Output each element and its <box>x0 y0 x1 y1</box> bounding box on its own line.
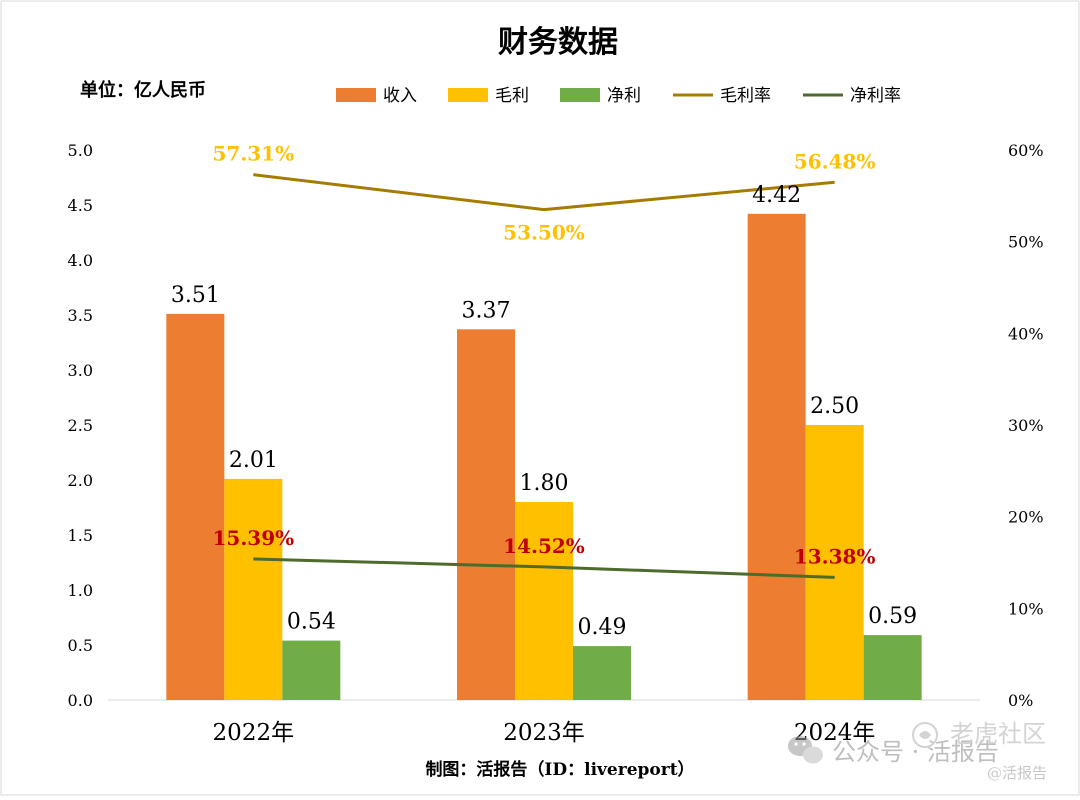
bar-value-label: 3.51 <box>171 283 220 308</box>
bar-净利-2022年 <box>282 640 341 700</box>
y-right-tick-label: 0% <box>1008 691 1033 710</box>
y-left-tick-label: 2.5 <box>68 416 93 435</box>
bar-收入-2022年 <box>166 313 225 700</box>
y-left-tick-label: 3.5 <box>68 306 93 325</box>
y-right-tick-label: 10% <box>1008 599 1044 618</box>
bar-value-label: 0.49 <box>578 615 627 640</box>
watermark-brand: 老虎社区 <box>950 720 1046 748</box>
bar-毛利-2024年 <box>805 425 864 700</box>
bar-收入-2023年 <box>457 329 515 700</box>
watermark-handle: @活报告 <box>987 764 1047 782</box>
bar-净利-2023年 <box>573 646 631 700</box>
line-value-label: 57.31% <box>213 142 295 166</box>
y-right-tick-label: 60% <box>1008 141 1044 160</box>
bar-value-label: 2.50 <box>810 394 859 419</box>
y-left-tick-label: 0.5 <box>68 636 93 655</box>
line-series-毛利率 <box>253 173 835 212</box>
y-right-tick-label: 50% <box>1008 233 1044 252</box>
y-left-tick-label: 1.0 <box>68 581 93 600</box>
legend-label-net-profit: 净利 <box>607 86 641 106</box>
bar-value-label: 0.59 <box>868 604 917 629</box>
chart-title: 财务数据 <box>498 25 618 60</box>
x-tick-label: 2022年 <box>213 720 295 746</box>
bar-value-label: 1.80 <box>520 471 569 496</box>
bar-value-label: 2.01 <box>229 448 278 473</box>
y-left-tick-label: 0.0 <box>68 691 93 710</box>
y-left-tick-label: 1.5 <box>68 526 93 545</box>
bar-毛利-2022年 <box>224 478 283 700</box>
y-left-tick-label: 4.5 <box>68 196 93 215</box>
bar-value-label: 3.37 <box>462 298 511 323</box>
y-right-tick-label: 30% <box>1008 416 1044 435</box>
wechat-icon <box>788 736 823 764</box>
bar-净利-2024年 <box>863 635 922 700</box>
y-left-tick-label: 5.0 <box>68 141 93 160</box>
x-tick-label: 2023年 <box>503 720 585 746</box>
line-value-label: 13.38% <box>794 544 876 568</box>
y-axis-right: 0% 10% 20% 30% 40% 50% 60% <box>1008 141 1044 710</box>
legend-label-net-margin: 净利率 <box>850 86 901 106</box>
y-right-tick-label: 40% <box>1008 324 1044 343</box>
y-axis-left: 0.0 0.5 1.0 1.5 2.0 2.5 3.0 3.5 4.0 4.5 5.0 <box>68 141 93 710</box>
y-left-tick-label: 2.0 <box>68 471 93 490</box>
tiger-community-logo-icon <box>912 722 938 748</box>
legend-label-gross-profit: 毛利 <box>495 86 529 106</box>
line-value-label: 56.48% <box>794 149 876 173</box>
line-value-label: 15.39% <box>213 526 295 550</box>
bars-layer <box>166 213 922 701</box>
legend: 收入 毛利 净利 毛利率 净利率 <box>336 86 901 106</box>
y-right-tick-label: 20% <box>1008 508 1044 527</box>
bar-收入-2024年 <box>747 213 806 701</box>
source-label: 制图：活报告（ID：livereport） <box>425 759 694 780</box>
unit-label: 单位：亿人民币 <box>80 79 206 101</box>
watermark: 公众号 · 活报告 老虎社区 @活报告 <box>788 720 1047 782</box>
line-value-label: 14.52% <box>503 534 585 558</box>
line-value-label: 53.50% <box>503 221 585 245</box>
y-left-tick-label: 4.0 <box>68 251 93 270</box>
y-left-tick-label: 3.0 <box>68 361 93 380</box>
line-series-净利率 <box>253 557 835 579</box>
legend-label-revenue: 收入 <box>383 86 417 106</box>
legend-swatch-gross-profit <box>448 88 488 102</box>
bar-毛利-2023年 <box>515 502 573 700</box>
labels-layer: 3.51 3.37 4.42 2.01 1.80 2.50 0.54 0.49 0.59 57.3… <box>171 142 917 640</box>
bar-value-label: 0.54 <box>287 610 336 635</box>
bar-value-label: 4.42 <box>752 183 801 208</box>
legend-swatch-revenue <box>336 88 376 102</box>
legend-swatch-net-profit <box>560 88 600 102</box>
legend-label-gross-margin: 毛利率 <box>720 86 771 106</box>
lines-layer <box>253 173 835 579</box>
